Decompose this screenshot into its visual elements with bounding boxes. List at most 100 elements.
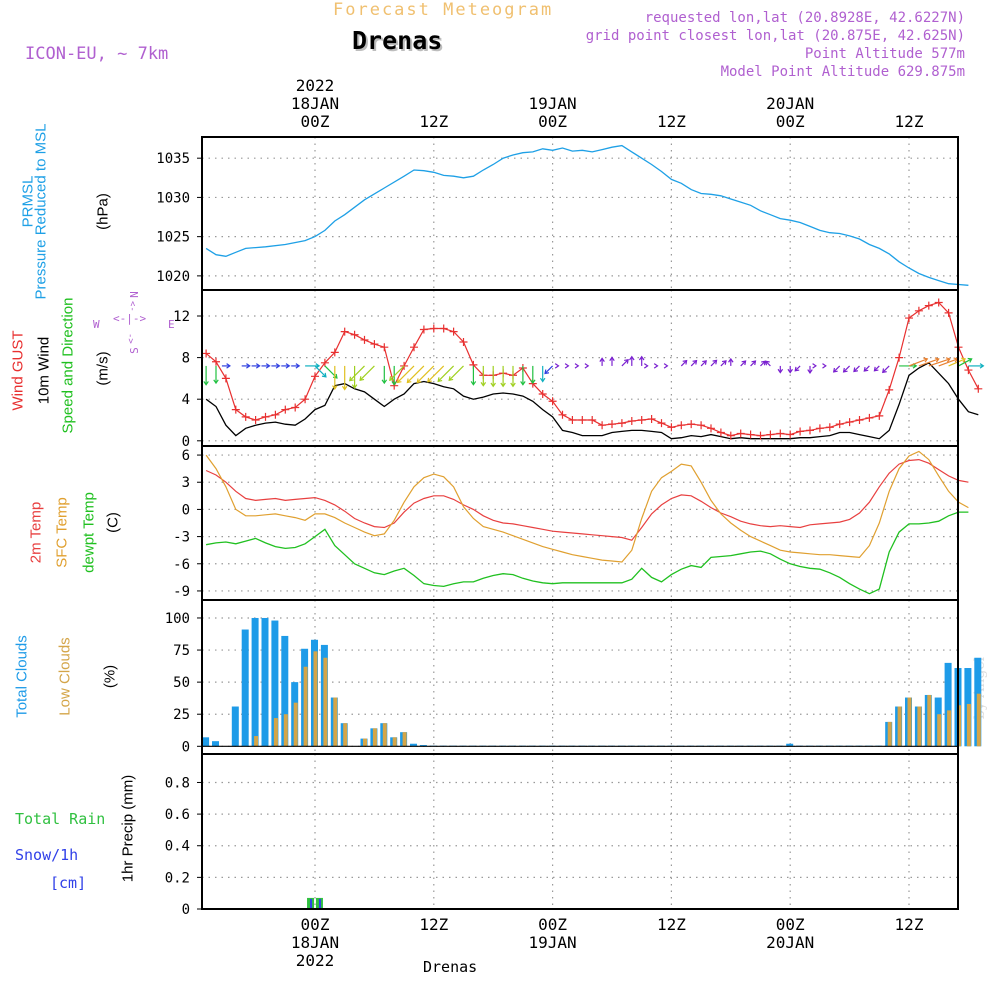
total-clouds-bar (231, 706, 239, 747)
wind-arrow (908, 358, 928, 367)
y-tick-label: 1025 (156, 230, 190, 246)
wind-arrow (882, 365, 890, 373)
wind-arrow-head (961, 357, 967, 363)
model-altitude: Model Point Altitude 629.875m (720, 64, 965, 80)
wind-arrow-head (480, 382, 487, 387)
gust-marker (548, 397, 557, 406)
gust-marker (895, 353, 904, 362)
gust-marker (707, 424, 715, 433)
top-date-label: 18JAN (291, 94, 339, 113)
wind-arrow (720, 360, 727, 367)
wind-arrow (938, 358, 958, 367)
wind-arrow (700, 360, 707, 367)
snow-bar (310, 898, 313, 909)
bottom-time-label: 12Z (657, 915, 686, 934)
total-clouds-bar (786, 743, 794, 747)
total-clouds-bar (212, 741, 219, 747)
wind-arrow-head (416, 378, 422, 384)
wind-arrow-head (349, 376, 354, 382)
wind-arrow-head (255, 363, 261, 369)
gust-marker (905, 314, 913, 323)
model-label: ICON-EU, ~ 7km (25, 44, 169, 64)
gust-marker (459, 338, 468, 346)
product-title: Forecast Meteogram (333, 0, 554, 20)
y-tick-label: 0 (182, 739, 190, 755)
compass-arrows-icon: <-|-> <- -> (113, 301, 146, 344)
gust-marker (380, 343, 389, 352)
low-clouds-bar (313, 651, 318, 747)
y-tick-label: 12 (173, 309, 190, 325)
wind-arrow-head (265, 363, 271, 369)
gust-marker (271, 410, 280, 419)
grid-lines (202, 137, 958, 910)
svg-text:->: -> (125, 333, 135, 344)
legend-snow-unit: [cm] (50, 874, 87, 892)
low-clouds-bar (897, 706, 902, 747)
station-title: Drenas (352, 26, 443, 55)
gust-marker (410, 343, 418, 352)
wind-arrow-head (584, 363, 590, 369)
gust-marker (350, 330, 359, 339)
y-tick-label: 0.2 (165, 870, 190, 886)
gust-marker (578, 416, 587, 424)
gust-marker (825, 423, 834, 432)
gust-marker (627, 417, 636, 426)
gust-marker (429, 324, 438, 333)
bottom-year-label: 2022 (296, 951, 335, 970)
gust-marker (608, 420, 616, 429)
wind-arrow (389, 365, 405, 381)
point-altitude: Point Altitude 577m (804, 46, 965, 62)
gust-marker (588, 416, 597, 424)
gust-marker (914, 306, 923, 315)
gust-marker (360, 335, 369, 344)
compass-e-label: E (168, 318, 175, 331)
wind-arrow (760, 360, 766, 367)
gust-marker (419, 325, 428, 334)
low-clouds-bar (283, 714, 288, 747)
top-time-label: 12Z (419, 112, 448, 131)
wind-arrow-head (663, 363, 669, 369)
total-clouds-bar (261, 617, 269, 747)
wind-arrow (544, 365, 554, 374)
wind-arrow-head (539, 377, 546, 383)
wind-arrow (918, 358, 939, 367)
gust-marker (766, 430, 775, 439)
wind-arrow-head (712, 359, 718, 365)
gust-marker (855, 416, 864, 424)
panel-frames (201, 136, 959, 910)
wind-arrow-head (609, 356, 615, 361)
gust-marker (221, 374, 230, 383)
wind-arrow-head (351, 384, 358, 389)
low-clouds-bar (917, 706, 922, 747)
gust-marker (251, 416, 260, 424)
wind-gust-line (205, 301, 979, 437)
low-clouds-bar (363, 738, 367, 747)
wind-arrow-head (520, 381, 526, 386)
wind-arrow-head (728, 357, 734, 363)
gust-marker (776, 429, 785, 438)
wind-arrow (853, 365, 860, 372)
wind-arrow-head (882, 368, 887, 374)
gust-marker (815, 424, 824, 433)
wind-arrow (397, 365, 415, 383)
low-clouds-bar (966, 703, 971, 747)
wind-arrow-head (321, 372, 327, 378)
gust-marker (716, 428, 725, 437)
wind-arrow-head (812, 363, 817, 369)
gust-marker (320, 358, 329, 367)
wind-arrow-head (807, 369, 813, 374)
wind-arrow (750, 360, 756, 367)
axis-ticks: 102010251030103504812-9-6-30360255075100… (156, 76, 924, 970)
gust-marker (637, 416, 646, 424)
wind-arrow (740, 360, 746, 367)
wind-arrow (349, 365, 365, 382)
y-tick-label: 3 (182, 475, 190, 491)
wind-arrow-head (794, 366, 800, 372)
low-clouds-bar (927, 694, 932, 747)
y-tick-label: 25 (173, 707, 190, 723)
wind-arrow (928, 358, 950, 367)
wind-arrow-head (979, 363, 985, 369)
wind-arrow-head (213, 379, 219, 385)
wind-arrow-head (574, 363, 580, 369)
